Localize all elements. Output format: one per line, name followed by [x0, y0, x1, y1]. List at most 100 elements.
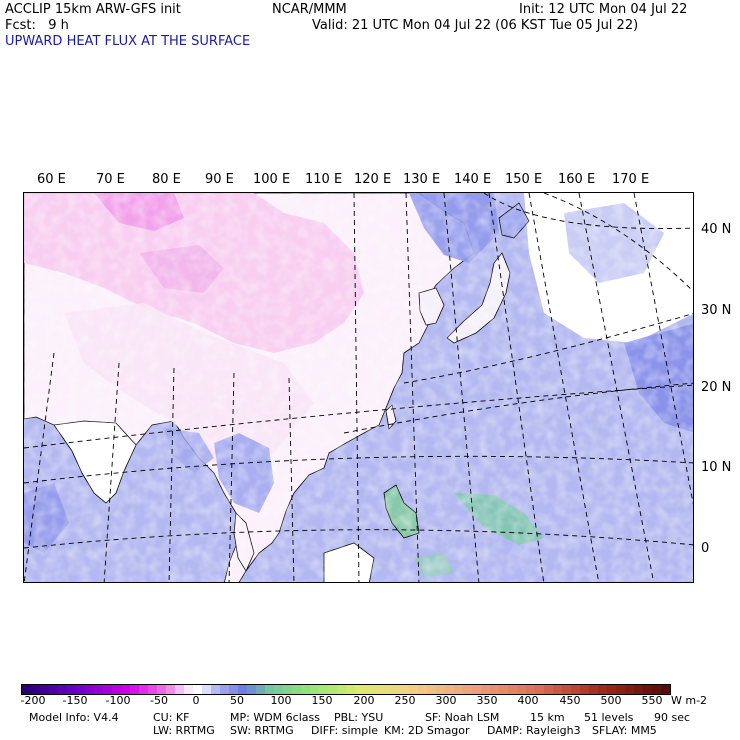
colorbar-swatch	[247, 685, 256, 694]
colorbar-swatch	[661, 685, 670, 694]
colorbar-swatch	[400, 685, 409, 694]
colorbar-swatch	[409, 685, 418, 694]
colorbar-tick: 150	[311, 694, 333, 707]
colorbar-swatch	[220, 685, 229, 694]
footer-pbl: PBL: YSU	[334, 711, 384, 724]
colorbar-swatch	[373, 685, 382, 694]
colorbar-swatch	[535, 685, 544, 694]
colorbar-swatch	[337, 685, 346, 694]
colorbar-swatch	[157, 685, 166, 694]
colorbar-swatch	[301, 685, 310, 694]
colorbar-swatch	[202, 685, 211, 694]
colorbar-swatch	[436, 685, 445, 694]
colorbar-swatch	[310, 685, 319, 694]
field-title: UPWARD HEAT FLUX AT THE SURFACE	[5, 34, 251, 49]
lat-line-40n	[483, 193, 693, 229]
colorbar-swatch	[643, 685, 652, 694]
lon-label-110e: 110 E	[305, 172, 343, 187]
colorbar-swatch	[616, 685, 625, 694]
lon-line-160e	[578, 193, 655, 582]
colorbar-swatch	[499, 685, 508, 694]
colorbar-swatch	[283, 685, 292, 694]
colorbar-swatch	[238, 685, 247, 694]
colorbar-swatch	[319, 685, 328, 694]
colorbar-swatch	[454, 685, 463, 694]
colorbar-swatch	[355, 685, 364, 694]
colorbar-tick: -200	[20, 694, 46, 707]
colorbar-swatch	[256, 685, 265, 694]
lat-label-10n: 10 N	[701, 460, 732, 475]
colorbar-swatch	[166, 685, 175, 694]
colorbar-tick: -50	[150, 694, 168, 707]
colorbar-swatch	[22, 685, 31, 694]
lon-line-80e	[168, 367, 175, 582]
colorbar-swatch	[130, 685, 139, 694]
forecast-hour: Fcst: 9 h	[5, 18, 69, 33]
colorbar-swatch	[562, 685, 571, 694]
lon-label-170e: 170 E	[612, 172, 650, 187]
lon-line-110e	[353, 193, 360, 582]
colorbar-swatch	[67, 685, 76, 694]
colorbar-swatch	[121, 685, 130, 694]
colorbar-tick: 350	[476, 694, 498, 707]
colorbar-swatch	[31, 685, 40, 694]
colorbar-swatch	[391, 685, 400, 694]
colorbar-swatch	[508, 685, 517, 694]
lon-label-100e: 100 E	[253, 172, 291, 187]
colorbar-swatch	[652, 685, 661, 694]
lon-line-100e	[288, 377, 295, 582]
colorbar-swatch	[427, 685, 436, 694]
footer-model-info: Model Info: V4.4	[29, 711, 119, 724]
graticule	[24, 193, 693, 582]
init-time: Init: 12 UTC Mon 04 Jul 22	[519, 2, 688, 17]
colorbar-tick: 400	[517, 694, 539, 707]
footer-mp: MP: WDM 6class	[230, 711, 320, 724]
lon-line-90e	[228, 372, 235, 582]
lon-line-170e	[633, 193, 693, 505]
colorbar-swatch	[346, 685, 355, 694]
lat-line-30n	[403, 313, 693, 384]
colorbar-swatch	[463, 685, 472, 694]
valid-time: Valid: 21 UTC Mon 04 Jul 22 (06 KST Tue …	[312, 18, 639, 33]
colorbar-swatch	[175, 685, 184, 694]
footer-resolution: 15 km	[530, 711, 565, 724]
footer-levels: 51 levels	[584, 711, 634, 724]
footer-damp: DAMP: Rayleigh3	[487, 724, 581, 737]
footer-timestep: 90 sec	[654, 711, 691, 724]
colorbar-swatch	[481, 685, 490, 694]
colorbar-swatch	[526, 685, 535, 694]
map-graphic	[24, 193, 693, 582]
colorbar-tick: 100	[270, 694, 292, 707]
lat-label-30n: 30 N	[701, 303, 732, 318]
colorbar-swatch	[292, 685, 301, 694]
colorbar-tick: -150	[62, 694, 88, 707]
lon-label-150e: 150 E	[505, 172, 543, 187]
colorbar-swatch	[139, 685, 148, 694]
lon-label-90e: 90 E	[205, 172, 234, 187]
colorbar-swatch	[589, 685, 598, 694]
colorbar-swatch	[364, 685, 373, 694]
colorbar-swatch	[85, 685, 94, 694]
colorbar-swatch	[103, 685, 112, 694]
colorbar-tick: 300	[435, 694, 457, 707]
lon-line-150e	[528, 193, 600, 582]
colorbar-tick: 0	[192, 694, 200, 707]
colorbar-swatch	[211, 685, 220, 694]
colorbar-tick: 200	[353, 694, 375, 707]
colorbar-swatch	[517, 685, 526, 694]
footer-sw: SW: RRTMG	[230, 724, 294, 737]
colorbar-swatch	[553, 685, 562, 694]
organization-label: NCAR/MMM	[272, 2, 347, 17]
lon-label-80e: 80 E	[152, 172, 181, 187]
colorbar-swatch	[544, 685, 553, 694]
colorbar-swatch	[265, 685, 274, 694]
lat-line-north-east	[543, 193, 693, 292]
colorbar-swatch	[40, 685, 49, 694]
lon-line-120e	[405, 193, 420, 582]
lat-label-20n: 20 N	[701, 380, 732, 395]
colorbar-tick: 500	[600, 694, 622, 707]
lon-label-140e: 140 E	[454, 172, 492, 187]
lat-line-0	[24, 529, 693, 549]
colorbar-swatch	[112, 685, 121, 694]
footer-sf: SF: Noah LSM	[425, 711, 500, 724]
